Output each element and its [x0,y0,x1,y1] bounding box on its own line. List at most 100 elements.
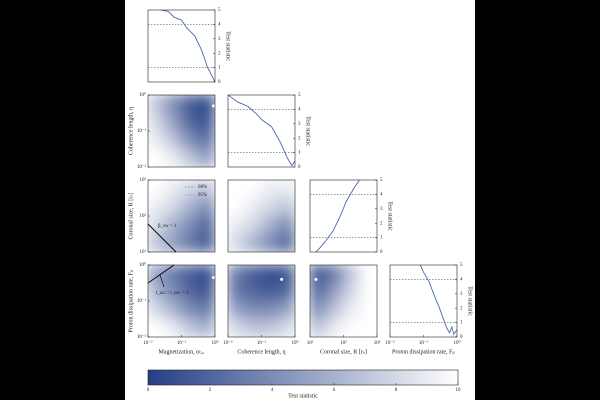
legend-label: 68% [198,185,207,190]
heat-cell [181,197,199,217]
heat-cell [277,265,295,284]
heat-cell [244,215,262,235]
heat-cell [228,215,246,235]
heat-cell [228,318,246,337]
heat-cell [148,148,166,167]
heatmap [228,265,295,337]
heat-cell [261,282,279,302]
y-tick-label: 10⁰ [139,92,146,98]
x-tick-label: 10⁰ [291,340,298,346]
heat-cell [310,318,328,337]
heat-cell [277,197,295,217]
heat-cell [197,215,215,235]
x-axis-label: Magnetization, σₜᵤᵣ [158,349,205,355]
heat-cell [261,300,279,320]
heat-cell [261,318,279,337]
x-axis-label: Coronal size, R [rₛ] [320,349,367,355]
heat-cell [277,300,295,320]
heat-cell [148,282,166,302]
heat-cell [359,318,377,337]
colorbar-tick-label: 2 [209,388,212,393]
heat-cell [197,197,215,217]
y-tick-label: 10⁻¹ [137,128,147,134]
heat-cell [181,112,199,132]
panel [228,180,295,252]
panel [148,265,215,337]
heat-cell [359,282,377,302]
heat-cell [197,300,215,320]
y-axis-label: Coherence length, η [128,107,134,155]
y-tick-label: 10³ [140,177,147,183]
heat-cell [228,282,246,302]
heat-cell [181,300,199,320]
heat-cell [148,197,166,217]
colorbar-tick-label: 8 [395,388,398,393]
heat-cell [261,233,279,252]
panel [148,180,215,252]
heat-cell [197,148,215,167]
heat-cell [261,265,279,284]
heat-cell [197,265,215,284]
heat-cell [277,180,295,199]
constraint-line [147,223,177,253]
heat-cell [197,112,215,132]
heat-cell [326,300,344,320]
y-tick-label: 4 [380,193,383,198]
best-fit [211,275,215,279]
heat-cell [244,233,262,252]
x-tick-label: 10³ [374,340,381,346]
panel [310,180,377,252]
best-fit [211,104,215,108]
heat-cell [148,112,166,132]
heat-cell [148,130,166,150]
heat-cell [164,300,182,320]
heat-cell [148,215,166,235]
heat-cell [310,300,328,320]
heat-cell [181,130,199,150]
heat-cell [148,300,166,320]
colorbar-tick-label: 4 [271,388,274,393]
heat-cell [164,197,182,217]
heat-cell [244,300,262,320]
heat-cell [244,180,262,199]
y-axis-label: Test statistic [467,286,473,316]
heat-cell [181,233,199,252]
annotation: β_sw < 1 [158,224,177,229]
y-axis-label: Coronal size, R [rₛ] [128,193,134,240]
heat-cell [148,265,166,284]
profile-line [228,95,295,167]
heat-cell [228,265,246,284]
panel [148,95,215,167]
y-axis-label: Test statistic [225,31,231,61]
colorbar [147,369,459,386]
y-tick-label: 10⁻² [137,164,147,170]
heat-cell [164,318,182,337]
heat-cell [343,300,361,320]
y-tick-label: 1 [460,321,463,326]
y-tick-label: 4 [298,108,301,113]
heat-cell [164,112,182,132]
heatmap [228,180,295,252]
heat-cell [277,318,295,337]
heat-cell [277,233,295,252]
heat-cell [326,318,344,337]
x-tick-label: 10⁻² [143,340,153,346]
y-tick-label: 4 [460,278,463,283]
heat-cell [310,265,328,284]
panel-frame [227,94,296,168]
heat-cell [164,180,182,199]
heat-cell [181,180,199,199]
y-tick-label: 3 [218,37,221,42]
y-tick-label: 3 [380,207,383,212]
panel-frame [227,179,296,253]
heat-cell [261,197,279,217]
x-tick-label: 10⁰ [211,340,218,346]
heatmap [148,95,215,167]
heat-cell [181,95,199,114]
y-tick-label: 3 [298,122,301,127]
y-tick-label: 10¹ [140,249,147,255]
y-tick-label: 5 [380,178,383,183]
heat-cell [261,215,279,235]
